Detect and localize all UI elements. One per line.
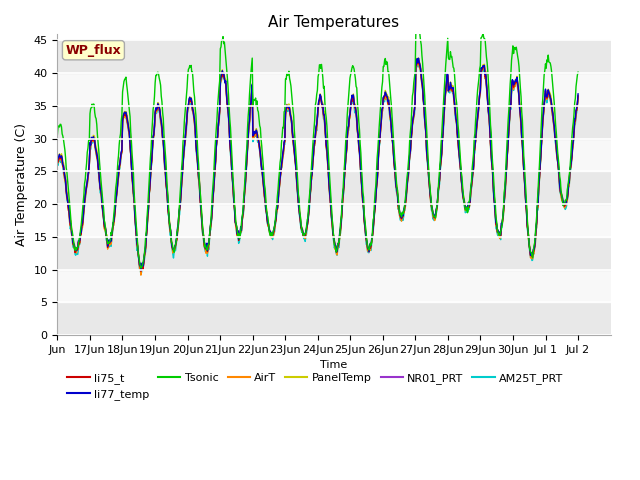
Bar [58,40,611,73]
li75_t [401,203,409,209]
AirT [401,204,409,210]
Legend: li75_t, li77_temp, Tsonic, AirT, PanelTemp, NR01_PRT, AM25T_PRT: li75_t, li77_temp, Tsonic, AirT, PanelTe… [63,368,568,405]
AM25T_PRT [137,272,145,277]
NR01_PRT [137,268,145,274]
AirT [372,194,380,200]
li77_temp [415,55,422,61]
li75_t [54,160,61,166]
Bar [58,302,611,335]
AirT [211,168,219,173]
AirT [257,154,264,160]
PanelTemp [257,146,264,152]
Tsonic [414,24,422,30]
AM25T_PRT [211,171,219,177]
AM25T_PRT [574,95,582,101]
NR01_PRT [211,168,219,173]
X-axis label: Time: Time [321,360,348,370]
NR01_PRT [372,194,380,200]
Bar [58,106,611,139]
NR01_PRT [237,225,244,231]
li75_t [211,167,219,173]
Tsonic [211,147,219,153]
li77_temp [257,151,264,157]
Bar [58,237,611,269]
PanelTemp [211,167,219,173]
AM25T_PRT [401,207,409,213]
Line: PanelTemp: PanelTemp [58,58,578,271]
AM25T_PRT [237,230,244,236]
Line: AirT: AirT [58,59,578,275]
Tsonic [574,69,582,75]
NR01_PRT [574,92,582,98]
PanelTemp [372,194,380,200]
AirT [137,272,145,278]
PanelTemp [401,203,409,208]
Tsonic [237,228,244,234]
li77_temp [237,224,244,229]
Y-axis label: Air Temperature (C): Air Temperature (C) [15,123,28,246]
Line: NR01_PRT: NR01_PRT [58,60,578,271]
li75_t [372,194,380,200]
li75_t [137,268,145,274]
Bar [58,204,611,237]
Tsonic [257,125,264,131]
li77_temp [115,171,122,177]
Tsonic [372,183,380,189]
li75_t [115,173,122,179]
li75_t [257,151,264,157]
AM25T_PRT [257,156,264,161]
PanelTemp [574,94,582,99]
AirT [413,56,421,62]
Title: Air Temperatures: Air Temperatures [268,15,399,30]
li75_t [574,93,582,99]
li77_temp [211,165,219,171]
AM25T_PRT [372,196,380,202]
Line: Tsonic: Tsonic [58,27,578,268]
Line: li77_temp: li77_temp [58,58,578,271]
PanelTemp [237,227,244,232]
AM25T_PRT [54,162,61,168]
NR01_PRT [413,57,421,63]
AirT [54,161,61,167]
NR01_PRT [115,171,122,177]
Tsonic [115,153,122,158]
PanelTemp [54,160,61,166]
Tsonic [137,265,145,271]
Text: WP_flux: WP_flux [65,44,122,57]
li75_t [237,227,244,232]
AM25T_PRT [413,60,421,66]
PanelTemp [415,55,422,61]
li77_temp [372,194,380,200]
Bar [58,269,611,302]
AM25T_PRT [115,175,122,181]
li77_temp [574,91,582,96]
li77_temp [54,157,61,163]
Bar [58,171,611,204]
Line: AM25T_PRT: AM25T_PRT [58,63,578,275]
Tsonic [401,199,409,204]
NR01_PRT [54,160,61,166]
PanelTemp [115,172,122,178]
li77_temp [137,268,145,274]
AirT [237,229,244,235]
Line: li75_t: li75_t [58,60,578,271]
Tsonic [54,132,61,137]
Bar [58,73,611,106]
li77_temp [401,201,409,207]
NR01_PRT [257,151,264,156]
AirT [115,174,122,180]
NR01_PRT [401,202,409,208]
AirT [574,95,582,101]
Bar [58,139,611,171]
li75_t [415,57,422,63]
PanelTemp [137,268,145,274]
